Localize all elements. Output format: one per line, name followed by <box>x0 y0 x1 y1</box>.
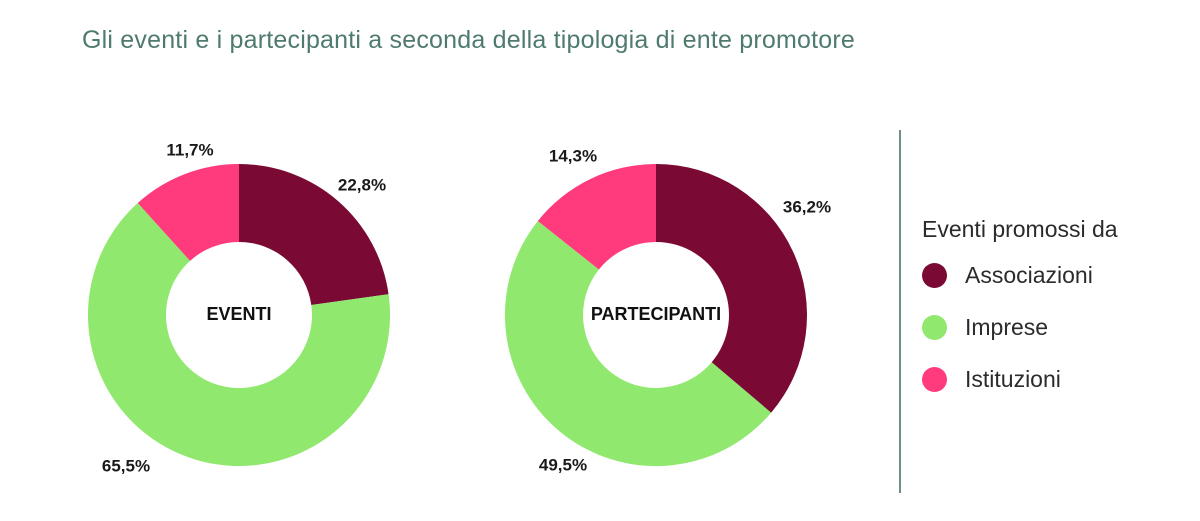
slice-value-label: 14,3% <box>549 146 597 165</box>
slice-value-label: 22,8% <box>338 175 386 194</box>
legend-title: Eventi promossi da <box>922 216 1118 242</box>
donut-slice-istituzioni <box>137 164 239 261</box>
legend-item-imprese: Imprese <box>922 314 1118 340</box>
legend-item-associazioni: Associazioni <box>922 262 1118 288</box>
slice-value-label: 49,5% <box>539 455 587 474</box>
legend-label-istituzioni: Istituzioni <box>965 365 1061 392</box>
slice-value-label: 65,5% <box>102 456 150 475</box>
donut-center-label: EVENTI <box>206 304 271 324</box>
legend-swatch-istituzioni <box>922 366 947 392</box>
donut-slice-imprese <box>504 220 772 467</box>
slice-value-label: 36,2% <box>783 197 831 216</box>
legend: Eventi promossi da Associazioni Imprese … <box>922 216 1118 418</box>
slice-value-label: 11,7% <box>166 140 213 159</box>
legend-swatch-associazioni <box>922 262 947 288</box>
donut-slice-associazioni <box>239 164 389 305</box>
legend-swatch-imprese <box>922 314 947 340</box>
legend-item-istituzioni: Istituzioni <box>922 366 1118 392</box>
donut-slice-istituzioni <box>537 164 656 270</box>
legend-label-associazioni: Associazioni <box>965 261 1093 288</box>
donut-slice-associazioni <box>656 164 808 413</box>
legend-label-imprese: Imprese <box>965 313 1049 340</box>
legend-divider <box>899 130 901 493</box>
donut-center-label: PARTECIPANTI <box>591 304 721 324</box>
donut-slice-imprese <box>88 203 391 467</box>
chart-title: Gli eventi e i partecipanti a seconda de… <box>82 26 856 54</box>
